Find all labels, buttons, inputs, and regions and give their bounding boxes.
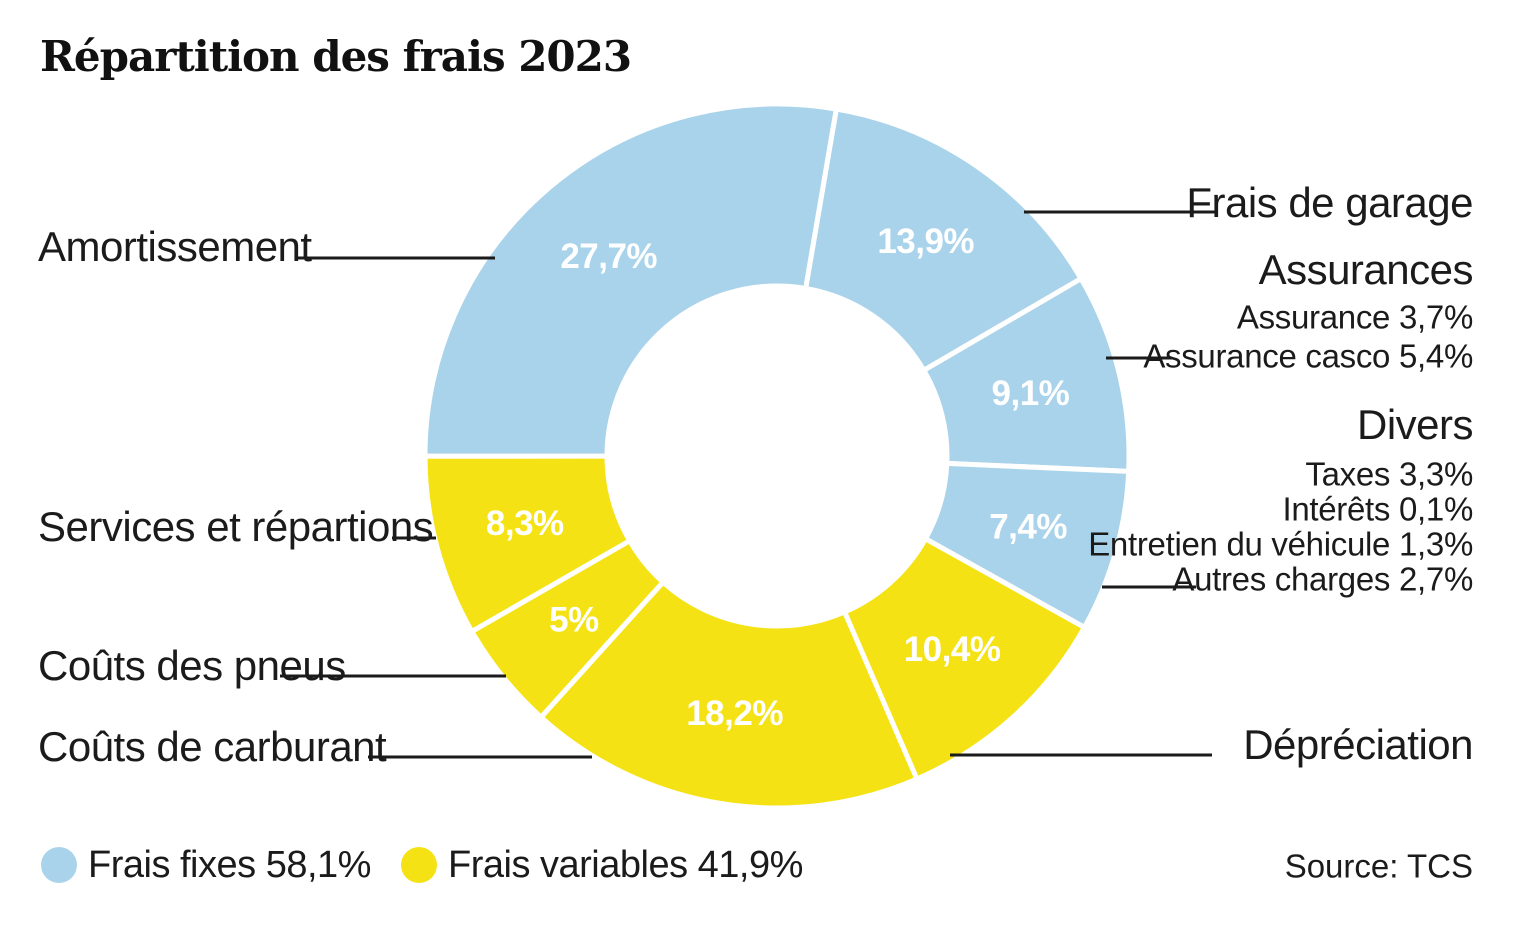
callout-depreciation: Dépréciation: [1243, 721, 1473, 768]
callout-services-et-repartions: Services et répartions: [38, 503, 434, 550]
segment-value-label-4: 18,2%: [686, 694, 783, 733]
callout-taxes: Taxes 3,3%: [1305, 455, 1473, 493]
segment-value-label-3: 10,4%: [904, 630, 1001, 669]
segment-value-label-2: 7,4%: [989, 508, 1067, 547]
segment-value-label-1: 9,1%: [992, 374, 1070, 413]
callout-interets: Intérêts 0,1%: [1282, 490, 1473, 528]
callout-assurances: Assurances: [1258, 246, 1474, 293]
segment-value-label-0: 13,9%: [877, 222, 974, 261]
legend-label-fixed: Frais fixes 58,1%: [88, 844, 371, 886]
page-title: Répartition des frais 2023: [40, 32, 632, 81]
callout-couts-de-carburant: Coûts de carburant: [38, 723, 387, 770]
legend-item-frais-fixes: Frais fixes 58,1%: [41, 846, 371, 884]
segment-value-label-5: 5%: [549, 600, 599, 639]
callout-couts-des-pneus: Coûts des pneus: [38, 642, 346, 689]
callout-autres-charges: Autres charges 2,7%: [1172, 560, 1473, 598]
callout-frais-de-garage: Frais de garage: [1186, 179, 1473, 226]
donut-segment-0: [802, 106, 1085, 374]
legend-item-frais-variables: Frais variables 41,9%: [401, 846, 803, 884]
donut-segment-4: [537, 578, 921, 811]
callout-assurance-casco: Assurance casco 5,4%: [1143, 337, 1473, 375]
callout-entretien-du-vehicule: Entretien du véhicule 1,3%: [1088, 525, 1473, 563]
callout-amortissement: Amortissement: [38, 223, 312, 270]
callout-divers: Divers: [1356, 401, 1474, 448]
legend-label-variable: Frais variables 41,9%: [448, 844, 803, 886]
callout-assurance: Assurance 3,7%: [1236, 298, 1473, 336]
legend-swatch-fixed: [41, 847, 77, 883]
segment-value-label-7: 27,7%: [560, 237, 657, 276]
donut-segment-7: [422, 101, 840, 459]
segment-value-label-6: 8,3%: [486, 504, 564, 543]
source-note: Source: TCS: [1284, 847, 1473, 885]
legend-swatch-variable: [401, 847, 437, 883]
